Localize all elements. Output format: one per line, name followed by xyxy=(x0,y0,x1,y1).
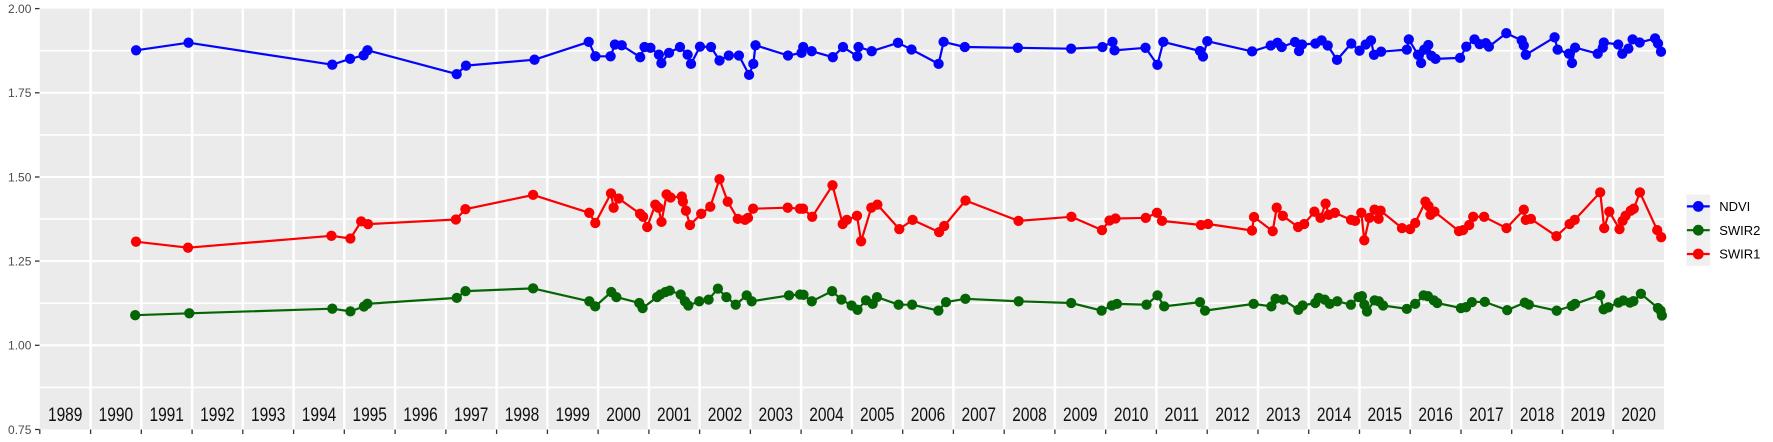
svg-text:0.75: 0.75 xyxy=(8,423,32,437)
svg-text:SWIR1: SWIR1 xyxy=(1719,247,1760,262)
svg-text:SWIR2: SWIR2 xyxy=(1719,223,1760,238)
svg-text:2.00: 2.00 xyxy=(8,2,32,16)
svg-text:1993: 1993 xyxy=(251,404,286,426)
svg-text:1995: 1995 xyxy=(352,404,387,426)
svg-text:1998: 1998 xyxy=(505,404,540,426)
svg-text:2013: 2013 xyxy=(1266,404,1301,426)
svg-text:1997: 1997 xyxy=(454,404,489,426)
svg-text:1994: 1994 xyxy=(302,404,337,426)
svg-text:2000: 2000 xyxy=(606,404,641,426)
svg-text:2004: 2004 xyxy=(809,404,844,426)
svg-text:2011: 2011 xyxy=(1165,404,1200,426)
svg-text:2010: 2010 xyxy=(1114,404,1149,426)
svg-text:2005: 2005 xyxy=(860,404,895,426)
svg-text:2009: 2009 xyxy=(1063,404,1098,426)
svg-text:2003: 2003 xyxy=(759,404,794,426)
svg-text:1990: 1990 xyxy=(99,404,134,426)
svg-text:1.50: 1.50 xyxy=(8,170,32,184)
svg-text:2012: 2012 xyxy=(1215,404,1250,426)
svg-text:1992: 1992 xyxy=(200,404,235,426)
svg-text:2007: 2007 xyxy=(962,404,997,426)
svg-text:1.25: 1.25 xyxy=(8,254,32,268)
svg-text:1996: 1996 xyxy=(403,404,438,426)
svg-text:1989: 1989 xyxy=(48,404,83,426)
svg-text:2015: 2015 xyxy=(1368,404,1403,426)
svg-text:2019: 2019 xyxy=(1571,404,1606,426)
svg-text:2014: 2014 xyxy=(1317,404,1352,426)
svg-text:NDVI: NDVI xyxy=(1719,199,1750,214)
svg-text:2008: 2008 xyxy=(1012,404,1047,426)
svg-text:2020: 2020 xyxy=(1621,404,1656,426)
svg-text:1.00: 1.00 xyxy=(8,339,32,353)
svg-text:1991: 1991 xyxy=(149,404,184,426)
svg-text:2017: 2017 xyxy=(1469,404,1504,426)
svg-text:2016: 2016 xyxy=(1418,404,1453,426)
svg-text:1.75: 1.75 xyxy=(8,86,32,100)
svg-text:2002: 2002 xyxy=(708,404,743,426)
svg-text:1999: 1999 xyxy=(555,404,590,426)
svg-text:2001: 2001 xyxy=(657,404,692,426)
svg-text:2018: 2018 xyxy=(1520,404,1555,426)
svg-text:2006: 2006 xyxy=(911,404,946,426)
